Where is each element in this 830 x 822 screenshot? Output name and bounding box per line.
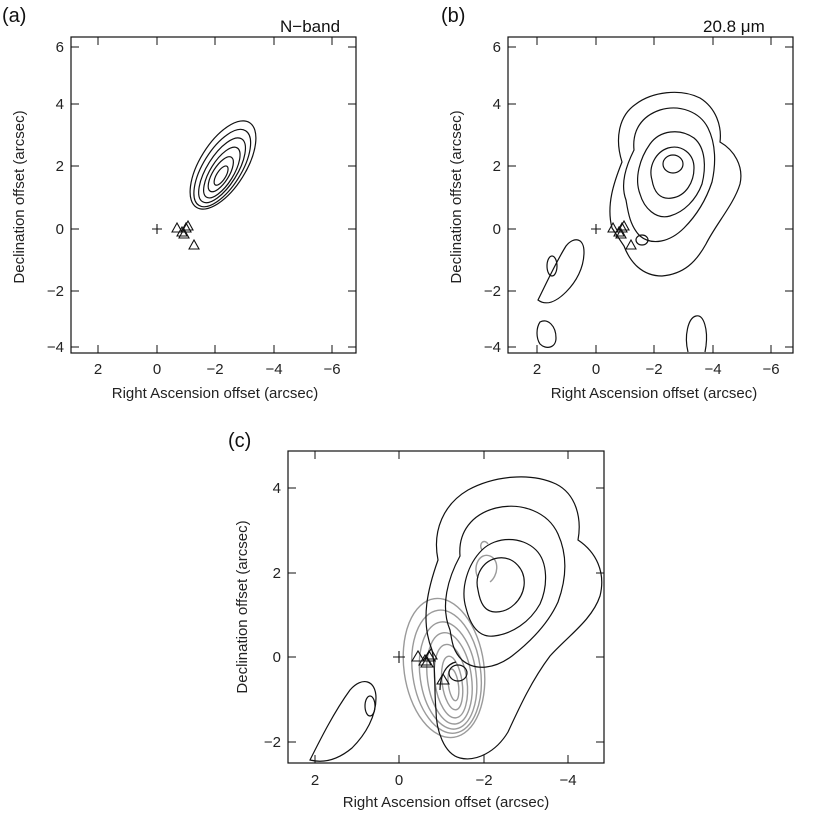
- panel-c-ytick-label: 2: [273, 565, 281, 582]
- panel-b: (b) 20.8 μm 2 0 −2 −4 −6 6 4 2 0 −2 −4 R…: [441, 5, 794, 402]
- triangle-marker: [615, 227, 627, 239]
- cross-marker: [393, 651, 405, 663]
- cross-marker: [591, 224, 601, 234]
- triangle-marker: [607, 221, 619, 233]
- triangle-marker: [188, 238, 200, 250]
- cross-marker: [152, 224, 162, 234]
- panel-b-yticks: [508, 46, 793, 348]
- panel-a-xticks: [97, 37, 333, 353]
- panel-a-frame: [70, 36, 357, 354]
- panel-b-letter: (b): [441, 5, 465, 27]
- panel-a-xtick-label: 2: [94, 361, 102, 378]
- panel-c-ytick-label: 0: [273, 649, 281, 666]
- panel-a-xlabel: Right Ascension offset (arcsec): [112, 385, 318, 402]
- panel-c-xticks: [314, 451, 569, 763]
- panel-c-xtick-label: 0: [395, 772, 403, 789]
- panel-a-ylabel: Declination offset (arcsec): [11, 110, 28, 283]
- panel-a-ytick-label: 4: [56, 96, 64, 113]
- panel-b-ytick-label: −4: [484, 339, 501, 356]
- panel-a-band-label: N−band: [280, 17, 340, 36]
- panel-a-markers: [152, 219, 200, 250]
- panel-c-contours: [309, 476, 603, 762]
- panel-b-band-label: 20.8 μm: [703, 17, 765, 36]
- panel-c: (c) 2 0 −2 −4 4 2 0 −2 Right Ascension o…: [228, 430, 605, 811]
- panel-c-frame: [287, 450, 605, 764]
- panel-a-ytick-label: 2: [56, 158, 64, 175]
- panel-a-contours: [189, 120, 257, 210]
- panel-a-xtick-label: −2: [206, 361, 223, 378]
- panel-a-ytick-label: −4: [47, 339, 64, 356]
- triangle-marker: [618, 219, 630, 231]
- panel-b-xlabel: Right Ascension offset (arcsec): [551, 385, 757, 402]
- triangle-marker: [424, 647, 438, 660]
- panel-a-yticks: [71, 46, 356, 348]
- panel-c-overlay-contours: [402, 597, 486, 739]
- panel-c-ytick-label: −2: [264, 734, 281, 751]
- triangle-marker: [616, 221, 628, 233]
- triangle-marker: [411, 649, 425, 662]
- panel-c-xtick-label: 2: [311, 772, 319, 789]
- triangle-marker: [182, 219, 194, 231]
- panel-b-xtick-label: 0: [592, 361, 600, 378]
- panel-b-ytick-label: 2: [493, 158, 501, 175]
- overlay-contour-small: [479, 540, 489, 551]
- triangle-marker: [171, 221, 183, 233]
- panel-c-xtick-label: −4: [559, 772, 576, 789]
- panel-c-xlabel: Right Ascension offset (arcsec): [343, 794, 549, 811]
- panel-a-xtick-label: −4: [265, 361, 282, 378]
- panel-c-ylabel: Declination offset (arcsec): [234, 520, 251, 693]
- panel-a-ytick-label: 6: [56, 39, 64, 56]
- panel-b-frame: [507, 36, 794, 354]
- panel-b-ylabel: Declination offset (arcsec): [448, 110, 465, 283]
- panel-b-xtick-label: −4: [704, 361, 721, 378]
- panel-c-ytick-label: 4: [273, 480, 281, 497]
- panel-b-ytick-label: 6: [493, 39, 501, 56]
- panel-a-ytick-label: −2: [47, 283, 64, 300]
- panel-a-xtick-label: −6: [323, 361, 340, 378]
- panel-b-markers: [591, 219, 637, 250]
- panel-a-letter: (a): [2, 5, 26, 27]
- triangle-marker: [436, 672, 450, 685]
- panel-b-xtick-label: 2: [533, 361, 541, 378]
- panel-b-ytick-label: 4: [493, 96, 501, 113]
- panel-c-markers: [393, 647, 450, 685]
- triangle-marker: [418, 653, 432, 666]
- triangle-marker: [178, 227, 190, 239]
- panel-b-xtick-label: −2: [645, 361, 662, 378]
- panel-b-ytick-label: 0: [493, 221, 501, 238]
- panel-b-xticks: [536, 37, 772, 353]
- overlay-contour-small: [475, 554, 498, 583]
- panel-a-xtick-label: 0: [153, 361, 161, 378]
- triangle-marker: [625, 238, 637, 250]
- panel-c-xtick-label: −2: [475, 772, 492, 789]
- panel-a: (a) N−band 2 0 −2 −4 −6 6 4 2 0 −2 −4: [2, 5, 357, 402]
- panel-b-xtick-label: −6: [762, 361, 779, 378]
- panel-a-ytick-label: 0: [56, 221, 64, 238]
- panel-b-ytick-label: −2: [484, 283, 501, 300]
- triangle-marker: [420, 655, 434, 668]
- panel-c-letter: (c): [228, 430, 251, 452]
- panel-c-yticks: [288, 487, 604, 743]
- panel-b-contours: [536, 91, 742, 353]
